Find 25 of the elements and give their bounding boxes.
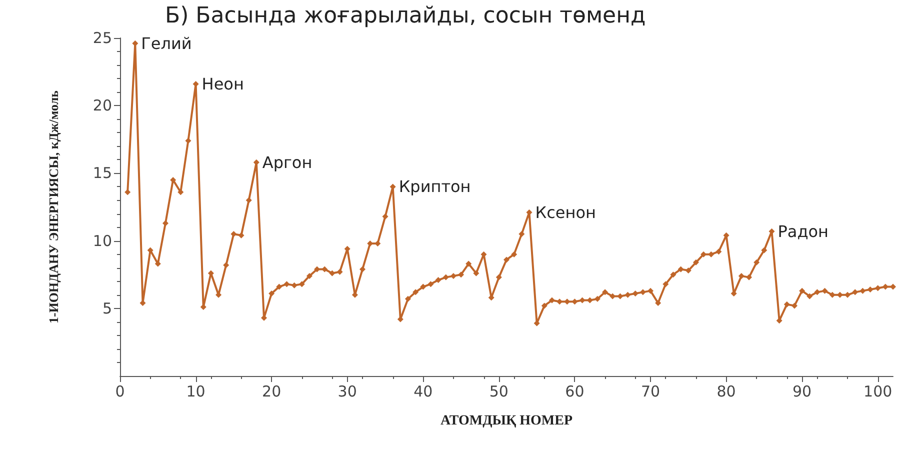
x-tick-label: 0 [115, 382, 125, 400]
annotation: Криптон [398, 177, 471, 196]
x-tick-label: 100 [864, 382, 892, 400]
y-tick-label: 25 [92, 29, 112, 47]
y-axis-title: 1-ИОНДАНУ ЭНЕРГИЯСЫ, кДж/моль [46, 90, 61, 324]
annotation: Ксенон [535, 202, 596, 222]
x-tick-label: 30 [338, 382, 357, 400]
annotation: Аргон [262, 152, 312, 172]
x-tick-label: 60 [565, 382, 584, 400]
annotation: Гелий [141, 34, 192, 53]
y-tick-label: 15 [92, 164, 112, 182]
x-tick-label: 40 [414, 382, 433, 400]
annotation: Неон [202, 74, 244, 94]
x-axis-title: АТОМДЫҚ НОМЕР [440, 414, 573, 428]
y-tick-label: 10 [92, 232, 112, 250]
x-tick-label: 10 [186, 382, 206, 400]
chart-title: Б) Басында жоғарылайды, сосын төменд [165, 4, 646, 28]
x-tick-label: 80 [716, 382, 736, 400]
x-tick-label: 90 [792, 382, 812, 400]
x-tick-label: 50 [489, 382, 508, 400]
x-tick-label: 70 [640, 382, 660, 400]
x-tick-label: 20 [262, 382, 282, 400]
y-tick-label: 5 [102, 299, 112, 318]
y-tick-label: 20 [92, 96, 112, 115]
annotation: Радон [778, 222, 829, 241]
